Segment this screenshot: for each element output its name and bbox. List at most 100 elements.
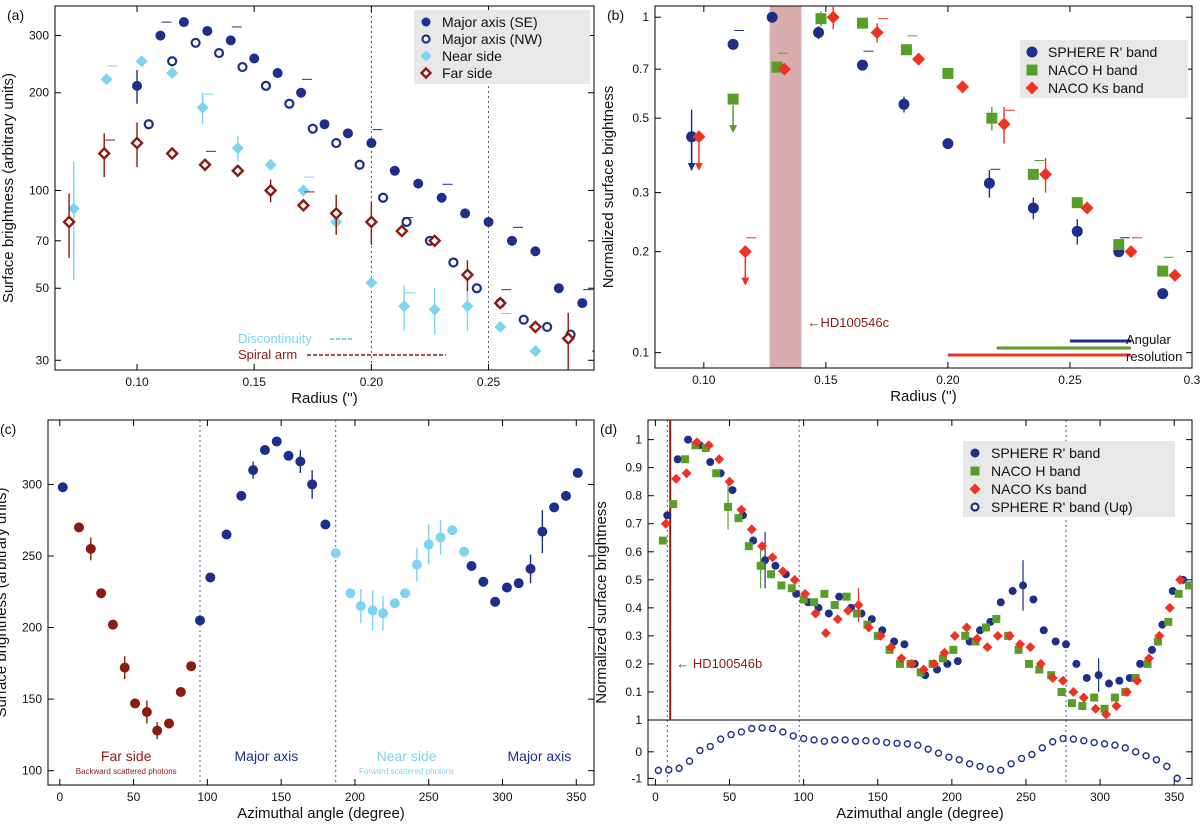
point-naco-ks-band bbox=[820, 628, 831, 639]
point-naco-ks-band bbox=[738, 245, 752, 259]
point-sphere-r-band bbox=[771, 561, 780, 570]
point-naco-ks-band bbox=[746, 524, 757, 535]
point-major-axis bbox=[57, 482, 68, 493]
y-tick-label: -1 bbox=[631, 771, 642, 785]
point-naco-h-band bbox=[727, 93, 739, 105]
point-naco-h-band bbox=[961, 631, 970, 640]
point-naco-ks-band bbox=[929, 658, 940, 669]
point-near-side bbox=[494, 320, 507, 333]
point-naco-h-band bbox=[853, 609, 862, 618]
legend-label-naco-h-band: NACO H band bbox=[1048, 62, 1137, 78]
point-major-axis bbox=[560, 490, 571, 501]
point-near-side bbox=[389, 598, 400, 609]
point-naco-ks-band bbox=[1101, 709, 1112, 720]
point-naco-h-band bbox=[1143, 659, 1152, 668]
point-near-side bbox=[264, 158, 277, 171]
point-major-axis bbox=[271, 436, 282, 447]
point-sphere-r-band-u- bbox=[1152, 756, 1161, 764]
y-axis-label: Normalized surface brightness bbox=[593, 501, 610, 704]
series-group-c bbox=[57, 436, 583, 740]
point-sphere-r-band bbox=[727, 38, 739, 50]
point-sphere-r-band bbox=[1051, 637, 1060, 646]
point-naco-ks-band bbox=[800, 588, 811, 599]
point-major-axis bbox=[259, 445, 270, 456]
point-naco-ks-band bbox=[681, 468, 692, 479]
legend-label-sphere-r-band-u-: SPHERE R' band (Uφ) bbox=[991, 499, 1133, 515]
point-sphere-r-band bbox=[728, 486, 737, 495]
point-near-side bbox=[166, 67, 179, 80]
point-sphere-r-band bbox=[983, 177, 995, 189]
point-naco-ks-band bbox=[703, 440, 714, 451]
legend-marker-naco-ks-band bbox=[969, 483, 981, 495]
y-tick-label: 300 bbox=[29, 29, 49, 43]
point-naco-h-band bbox=[734, 514, 743, 523]
point-sphere-r-band-u- bbox=[1121, 744, 1129, 752]
point-major-axis-se- bbox=[577, 298, 588, 309]
point-sphere-r-band bbox=[684, 435, 693, 444]
point-major-axis bbox=[490, 596, 501, 607]
point-far-side bbox=[296, 198, 311, 213]
point-naco-ks-band bbox=[1121, 686, 1132, 697]
point-naco-h-band bbox=[756, 561, 765, 570]
point-sphere-r-band-u- bbox=[872, 737, 880, 745]
y-tick-label: 0.1 bbox=[632, 346, 649, 360]
point-naco-ks-band bbox=[1164, 602, 1175, 613]
point-sphere-r-band bbox=[900, 640, 909, 649]
point-near-side bbox=[428, 303, 441, 316]
point-naco-h-band bbox=[658, 536, 667, 545]
point-far-side bbox=[119, 662, 130, 673]
point-major-axis-se- bbox=[553, 283, 564, 294]
y-tick-label: 100 bbox=[22, 764, 42, 778]
y-tick-label: 30 bbox=[36, 353, 50, 367]
x-tick-label: 300 bbox=[1090, 790, 1110, 804]
plot-frame-c bbox=[47, 419, 595, 786]
plot-frame-a bbox=[54, 5, 595, 371]
x-tick-label: 0.3 bbox=[1184, 373, 1200, 387]
point-far-side bbox=[591, 349, 594, 354]
point-naco-ks-band bbox=[1068, 686, 1079, 697]
point-naco-h-band bbox=[1071, 197, 1083, 209]
point-sphere-r-band-u- bbox=[737, 728, 746, 736]
point-naco-h-band bbox=[724, 502, 733, 511]
point-far-side bbox=[97, 146, 111, 161]
y-tick-label: 150 bbox=[22, 692, 42, 706]
point-sphere-r-band-u- bbox=[758, 724, 766, 732]
point-naco-h-band bbox=[1185, 581, 1192, 590]
point-naco-ks-band bbox=[1132, 675, 1143, 686]
x-tick-label: 0.10 bbox=[125, 375, 149, 389]
point-naco-h-band bbox=[767, 570, 776, 579]
point-sphere-r-band-u- bbox=[965, 760, 974, 768]
y-axis-label: Surface brightness (arbitrary units) bbox=[0, 73, 17, 303]
point-naco-h-band bbox=[1153, 637, 1162, 646]
point-sphere-r-band-u- bbox=[665, 766, 673, 774]
point-naco-ks-band bbox=[875, 630, 886, 641]
point-naco-h-band bbox=[1110, 693, 1119, 702]
point-major-axis bbox=[248, 465, 259, 476]
point-naco-h-band bbox=[981, 623, 990, 632]
y-axis-label: Surface brightness (arbitrary units) bbox=[0, 487, 10, 717]
point-far-side bbox=[85, 543, 96, 554]
x-tick-label: 250 bbox=[419, 790, 439, 804]
annotation-angular: Angular bbox=[1126, 332, 1171, 347]
point-near-side bbox=[459, 546, 470, 557]
point-sphere-r-band-u- bbox=[1131, 748, 1140, 756]
point-naco-h-band bbox=[815, 13, 827, 25]
x-axis-label: Azimuthal angle (degree) bbox=[836, 805, 1004, 822]
point-naco-h-band bbox=[820, 589, 829, 598]
point-sphere-r-band-u- bbox=[882, 738, 891, 747]
point-sphere-r-band bbox=[686, 131, 698, 143]
point-near-side bbox=[231, 142, 244, 155]
point-near-side bbox=[411, 559, 422, 570]
point-far-side bbox=[561, 331, 575, 346]
x-tick-label: 0 bbox=[56, 790, 63, 804]
legend-marker-major-axis-nw- bbox=[421, 34, 431, 44]
panel-b: 0.10 0.15 0.20 0.25 0.3 0.1 0.2 0.3 0.5 0.7 1 Radiu… bbox=[600, 5, 1200, 405]
point-sphere-r-band bbox=[1008, 587, 1017, 596]
point-sphere-r-band bbox=[856, 59, 868, 71]
point-sphere-r-band bbox=[673, 455, 682, 464]
point-naco-h-band bbox=[712, 469, 721, 478]
point-naco-h-band bbox=[1014, 645, 1023, 654]
point-sphere-r-band bbox=[942, 138, 954, 150]
x-tick-label: 0.15 bbox=[814, 373, 838, 387]
point-sphere-r-band-u- bbox=[1090, 738, 1098, 747]
